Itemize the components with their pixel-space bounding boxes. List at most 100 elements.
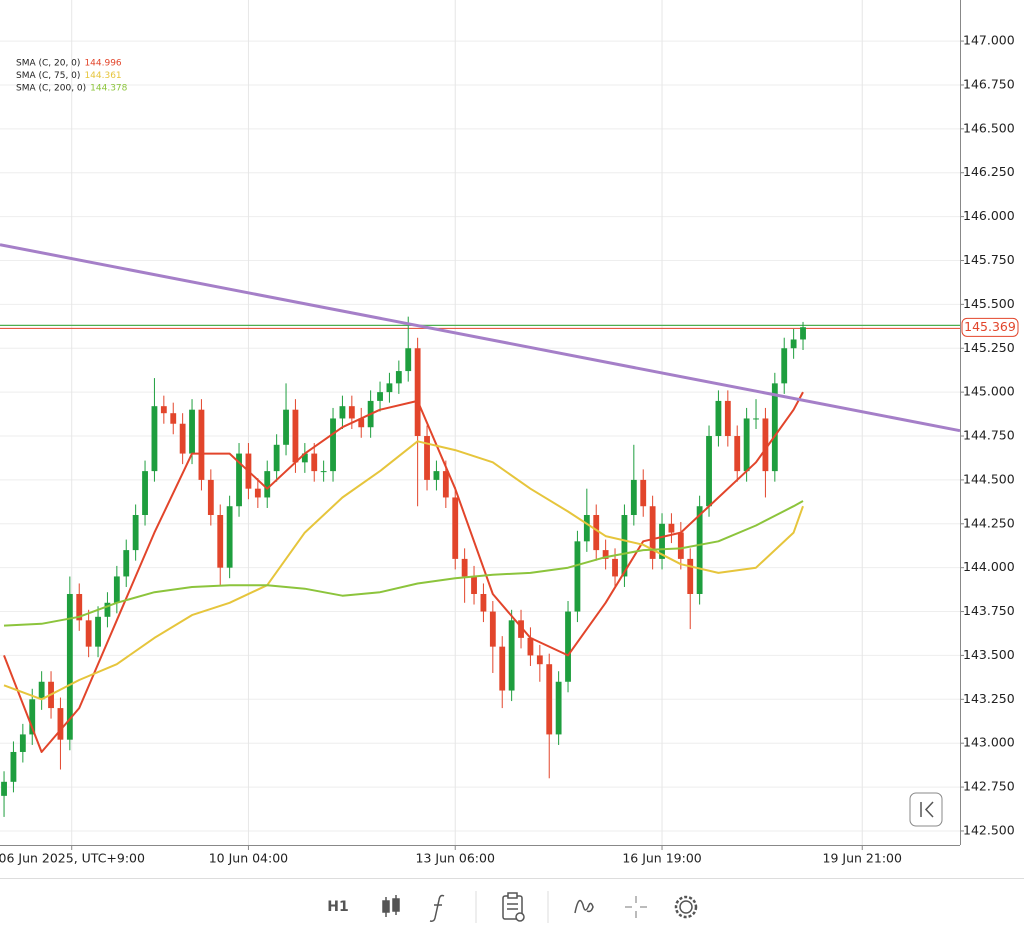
candle-body [753, 418, 759, 420]
candle-body [781, 348, 788, 384]
sma-line [3, 391, 804, 753]
candle-body [546, 664, 553, 735]
last-price-label: 145.369 [964, 319, 1016, 334]
candle-body [1, 781, 7, 796]
candle-body [508, 620, 515, 691]
candle-body [565, 611, 571, 682]
candle-body [104, 602, 111, 617]
y-tick-label: 146.750 [963, 76, 1015, 91]
candle-body [386, 383, 393, 393]
candle-body [452, 497, 459, 559]
candle-body [461, 558, 468, 577]
candle-body [574, 541, 581, 612]
y-tick-label: 146.250 [963, 164, 1015, 179]
candle-body [762, 418, 769, 472]
y-tick-label: 147.000 [963, 33, 1015, 48]
candle-body [414, 348, 421, 437]
candle-body [677, 532, 684, 559]
candle-body [10, 751, 17, 782]
candle-body [668, 523, 675, 533]
candle-body [217, 515, 224, 568]
y-tick-label: 144.250 [963, 515, 1015, 530]
candle-body [254, 488, 261, 498]
candle-body [405, 348, 412, 372]
candle-body [198, 409, 205, 480]
toolbar: H1 [0, 878, 1024, 933]
candle-body [771, 383, 778, 472]
candle-body [339, 406, 346, 419]
candle-body [113, 576, 120, 603]
y-tick-label: 145.250 [963, 340, 1015, 355]
sma-line [3, 440, 804, 701]
scroll-to-end-icon [920, 801, 934, 818]
y-tick-label: 145.500 [963, 296, 1015, 311]
x-tick-label: 06 Jun 2025, UTC+9:00 [0, 851, 145, 866]
candle-body [734, 436, 741, 472]
candle-body [207, 479, 214, 516]
candle-body [29, 699, 36, 735]
chart-type-button[interactable] [382, 895, 400, 917]
candle-body [715, 400, 722, 437]
indicators-button[interactable] [429, 894, 445, 922]
candle-body [630, 479, 637, 516]
templates-button[interactable] [502, 892, 525, 922]
candle-body [480, 593, 487, 612]
chart: 142.500 142.750 143.000 143.250 143.500 143.7… [0, 0, 1019, 866]
x-tick-label: 16 Jun 19:00 [622, 851, 701, 866]
y-tick-label: 144.000 [963, 559, 1015, 574]
candle-body [499, 646, 506, 691]
candle-body [583, 515, 590, 542]
legend-value: 144.361 [84, 71, 121, 81]
y-tick-label: 143.250 [963, 691, 1015, 706]
candle-body [527, 637, 534, 656]
y-tick-label: 142.750 [963, 779, 1015, 794]
candle-body [612, 558, 618, 577]
y-tick-label: 145.000 [963, 384, 1015, 399]
drawing-button[interactable] [574, 899, 594, 914]
y-tick-label: 143.500 [963, 647, 1015, 662]
candle-body [602, 550, 609, 559]
toolbar-icons: H1 [327, 891, 698, 923]
timeframe-button[interactable]: H1 [327, 899, 348, 915]
candle-body [179, 423, 186, 454]
candle-body [292, 409, 299, 463]
candle-body [471, 576, 477, 594]
candle-body [489, 611, 496, 647]
candle-body [123, 550, 130, 577]
y-tick-label: 146.000 [963, 208, 1015, 223]
candle-body [518, 620, 524, 638]
y-tick-label: 144.500 [963, 471, 1015, 486]
candle-body [800, 327, 806, 340]
x-tick-label: 19 Jun 21:00 [823, 851, 902, 866]
candle-body [424, 436, 430, 480]
candle-body [160, 406, 167, 414]
candle-body [57, 708, 64, 740]
candle-body [170, 413, 177, 424]
candle-body [151, 406, 158, 472]
candle-body [433, 471, 440, 480]
settings-button[interactable] [674, 895, 698, 919]
candle-body [659, 523, 665, 559]
candle-body [330, 418, 336, 472]
legend-name: SMA (C, 20, 0) [16, 59, 80, 69]
x-tick-label: 10 Jun 04:00 [209, 851, 288, 866]
candle-body [621, 515, 628, 577]
candle-body [76, 593, 83, 621]
last-price-box [961, 317, 1019, 337]
candle-body [790, 339, 797, 349]
crosshair-button[interactable] [625, 896, 647, 918]
candle-body [38, 681, 45, 700]
candle-body [640, 479, 647, 507]
candle-body [311, 453, 318, 472]
candle-body [743, 418, 750, 472]
candle-body [442, 471, 449, 498]
candle-body [320, 471, 327, 473]
x-tick-label: 13 Jun 06:00 [416, 851, 495, 866]
candle-body [358, 418, 365, 428]
y-tick-label: 143.750 [963, 603, 1015, 618]
candle-body [696, 506, 703, 594]
candle-body [724, 400, 731, 437]
candle-body [85, 620, 92, 647]
candle-body [555, 681, 562, 735]
